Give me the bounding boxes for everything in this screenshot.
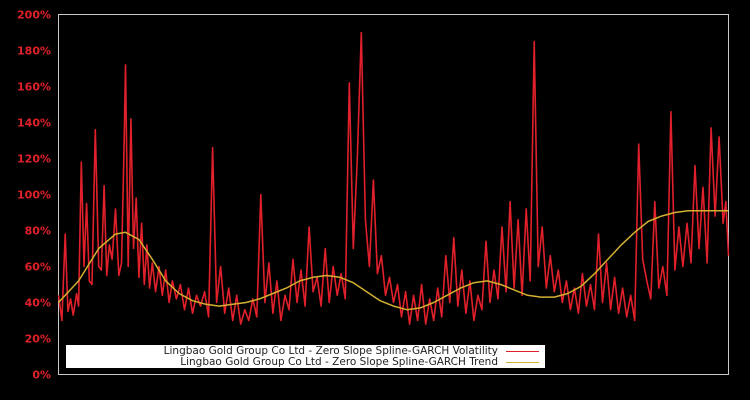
legend-item-volatility: Lingbao Gold Group Co Ltd - Zero Slope S… xyxy=(164,346,539,357)
y-tick-label: 160% xyxy=(17,81,51,94)
y-tick-label: 200% xyxy=(17,9,51,22)
y-tick-label: 100% xyxy=(17,189,51,202)
y-tick-label: 0% xyxy=(32,369,51,382)
trend-line xyxy=(57,209,729,311)
y-tick-label: 60% xyxy=(25,261,51,274)
y-tick-label: 140% xyxy=(17,117,51,130)
plot-frame xyxy=(58,14,729,375)
legend-label-volatility: Lingbao Gold Group Co Ltd - Zero Slope S… xyxy=(163,345,498,357)
legend-label-trend: Lingbao Gold Group Co Ltd - Zero Slope S… xyxy=(180,356,498,368)
legend-swatch-trend xyxy=(506,362,539,363)
chart-legend: Lingbao Gold Group Co Ltd - Zero Slope S… xyxy=(66,345,545,368)
volatility-line xyxy=(57,31,730,325)
y-tick-label: 20% xyxy=(25,333,51,346)
legend-swatch-volatility xyxy=(506,351,539,352)
y-axis: 0% 20% 40% 60% 80% 100% 120% 140% 160% 180% 200% xyxy=(17,9,51,382)
y-tick-label: 120% xyxy=(17,153,51,166)
legend-item-trend: Lingbao Gold Group Co Ltd - Zero Slope S… xyxy=(180,357,539,368)
y-tick-label: 180% xyxy=(17,45,51,58)
y-tick-label: 40% xyxy=(25,297,51,310)
y-tick-label: 80% xyxy=(25,225,51,238)
